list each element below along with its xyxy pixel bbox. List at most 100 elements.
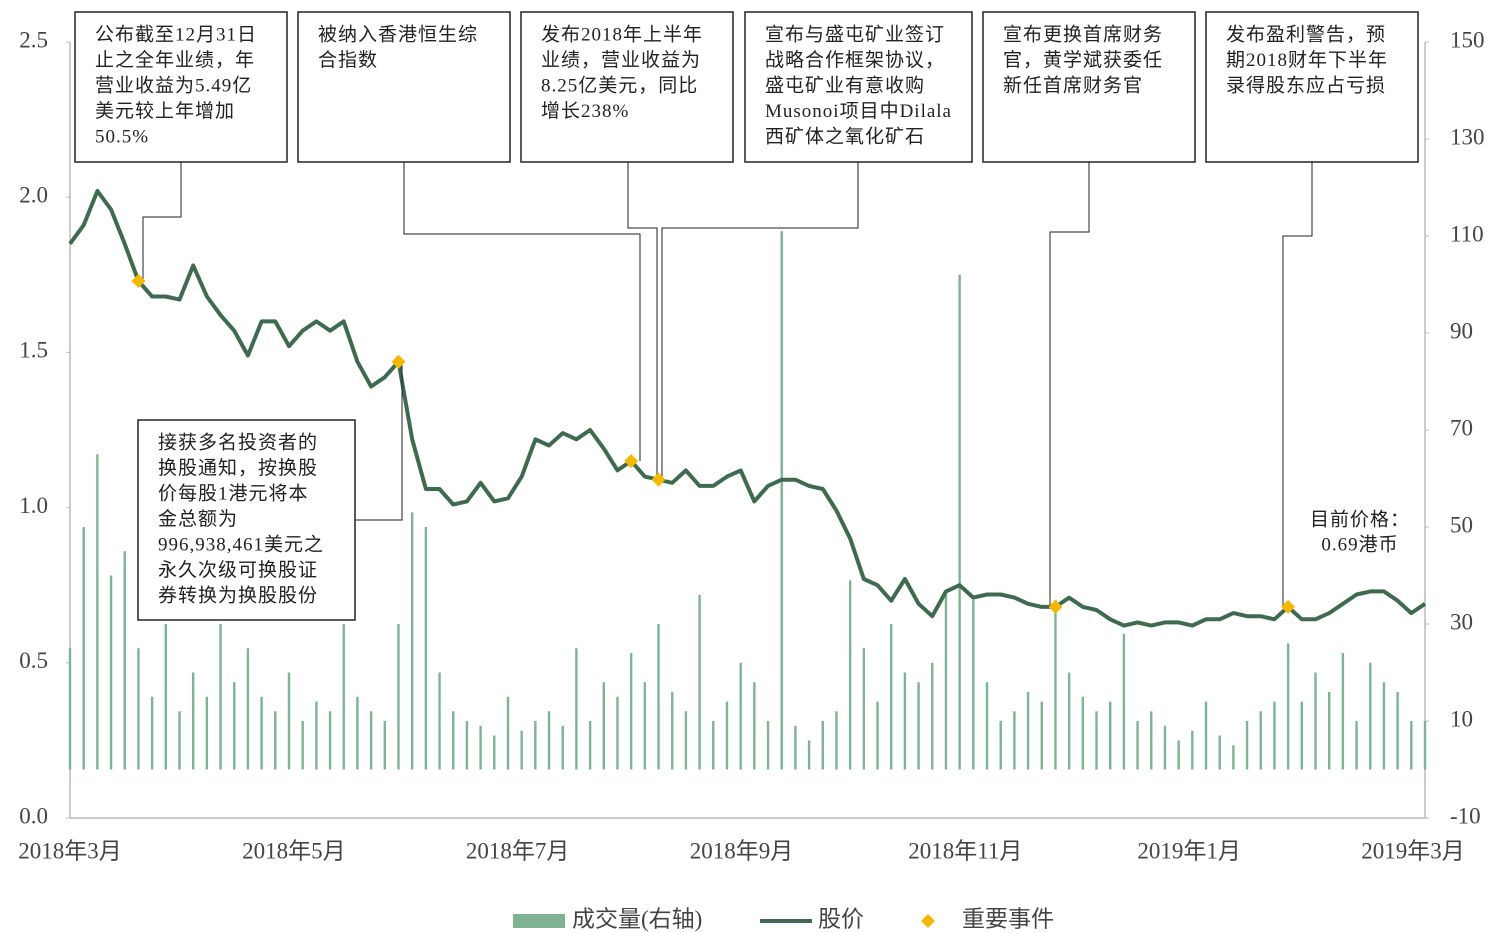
annotation-box — [1205, 11, 1419, 163]
annotation-text: 金总额为 — [158, 508, 238, 530]
volume-bar — [1054, 599, 1057, 770]
volume-bar — [835, 711, 838, 770]
annotation-box — [520, 11, 734, 163]
annotation-text: 50.5% — [95, 126, 149, 147]
volume-bar — [328, 711, 332, 770]
volume-bar — [944, 594, 948, 770]
y2-tick-label: 70 — [1450, 415, 1473, 440]
annotation-box — [74, 11, 288, 163]
volume-bar — [1204, 701, 1208, 770]
volume-bar — [397, 624, 400, 770]
y2-tick-label: 110 — [1450, 221, 1484, 246]
annotation-text: 宣布与盛屯矿业签订 — [765, 23, 945, 45]
volume-bar — [794, 725, 797, 770]
volume-bar — [1410, 721, 1413, 770]
leader-line — [142, 162, 182, 281]
volume-bar — [123, 551, 126, 770]
x-tick-label: 2019年1月 — [1137, 838, 1241, 863]
annotation-text: 战略合作框架协议， — [765, 49, 945, 71]
y2-tick-label: 50 — [1450, 512, 1473, 537]
volume-bar — [205, 696, 209, 770]
annotation-text: 发布2018年上半年 — [541, 23, 703, 45]
annotation-text: 宣布更换首席财务 — [1003, 23, 1163, 45]
volume-bar — [1040, 701, 1043, 770]
volume-bar — [684, 711, 688, 770]
volume-bar — [616, 696, 619, 770]
x-tick-label: 2019年3月 — [1361, 838, 1465, 863]
annotation-text: 录得股东应占亏损 — [1226, 74, 1386, 96]
annotation-text: 价每股1港元将本 — [158, 482, 309, 504]
annotation-text: Musonoi项目中Dilala — [765, 100, 952, 122]
annotation-text: 永久次级可换股证 — [158, 559, 318, 581]
volume-bar — [766, 721, 770, 770]
y-tick-label: 1.5 — [19, 338, 48, 363]
volume-bar — [725, 701, 729, 770]
volume-bar — [575, 648, 578, 770]
annotation-text: 美元较上年增加 — [95, 100, 235, 122]
y-tick-label: 0.5 — [19, 648, 48, 673]
event-marker — [391, 354, 406, 369]
legend-swatch — [513, 914, 565, 928]
volume-bar — [1013, 711, 1016, 770]
volume-bar — [150, 696, 154, 770]
volume-bar — [1355, 721, 1358, 770]
y2-tick-label: 150 — [1450, 27, 1485, 52]
volume-bar — [465, 721, 469, 770]
volume-bar — [96, 454, 99, 770]
annotation-text: 公布截至12月31日 — [95, 23, 257, 45]
legend-label: 成交量(右轴) — [572, 906, 702, 931]
annotation-text: 增长238% — [541, 100, 629, 122]
event-marker — [1048, 599, 1063, 614]
y-tick-label: 0.0 — [19, 803, 48, 828]
legend-swatch — [921, 914, 935, 928]
volume-bar — [233, 682, 236, 770]
event-marker — [624, 454, 639, 469]
volume-bar — [1245, 721, 1249, 770]
volume-bar — [1382, 682, 1386, 770]
volume-bar — [602, 682, 605, 770]
volume-bar — [219, 624, 222, 770]
volume-bar — [671, 691, 674, 770]
volume-bar — [424, 527, 428, 770]
current-price-label: 目前价格： — [1310, 508, 1410, 530]
annotation-text: 发布盈利警告，预 — [1226, 23, 1386, 45]
volume-bar — [588, 721, 592, 770]
y2-tick-label: 10 — [1450, 706, 1473, 731]
annotation-text: 西矿体之氧化矿石 — [765, 125, 925, 147]
volume-bar — [520, 730, 523, 770]
annotation-text: 新任首席财务官 — [1003, 74, 1143, 96]
volume-bar — [890, 624, 893, 770]
volume-bar — [246, 648, 250, 770]
volume-bar — [274, 711, 277, 770]
volume-bar — [1122, 633, 1126, 770]
y2-tick-label: -10 — [1450, 803, 1481, 828]
annotation-box — [297, 11, 511, 163]
annotation-text: 官，黄学斌获委任 — [1003, 49, 1163, 71]
y2-tick-label: 30 — [1450, 609, 1473, 634]
volume-bar — [260, 696, 263, 770]
annotation-text: 期2018财年下半年 — [1226, 49, 1388, 71]
annotation-text: 996,938,461美元之 — [158, 533, 324, 555]
annotation-text: 合指数 — [318, 49, 378, 71]
y-tick-label: 2.0 — [19, 182, 48, 207]
volume-bar — [82, 527, 85, 770]
volume-bar — [1327, 691, 1331, 770]
volume-bar — [109, 575, 113, 770]
volume-bar — [68, 648, 72, 770]
current-price-label: 0.69港币 — [1321, 533, 1398, 555]
volume-bar — [1026, 691, 1030, 770]
annotation-box — [982, 11, 1196, 163]
x-tick-label: 2018年9月 — [690, 838, 794, 863]
volume-bar — [1150, 711, 1153, 770]
volume-bar — [999, 721, 1002, 770]
volume-bar — [1300, 701, 1304, 770]
volume-bar — [1095, 711, 1098, 770]
volume-bar — [1177, 740, 1180, 770]
volume-bar — [1273, 701, 1276, 770]
leader-line — [1282, 162, 1313, 607]
volume-bar — [356, 696, 359, 770]
volume-bar — [698, 594, 701, 770]
annotation-text: 8.25亿美元，同比 — [541, 74, 698, 96]
volume-bar — [383, 721, 386, 770]
volume-bar — [657, 624, 660, 770]
